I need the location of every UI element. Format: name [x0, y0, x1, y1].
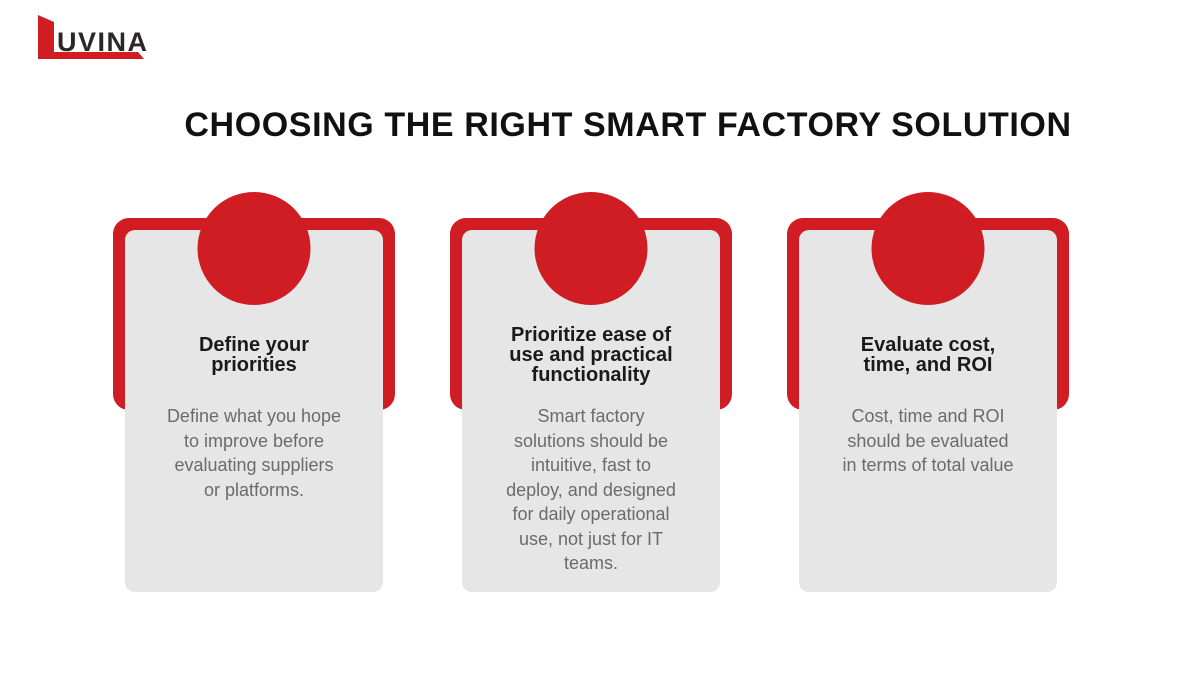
- red-circle-icon: [197, 192, 311, 305]
- card-heading: Prioritize ease of use and practical fun…: [509, 324, 673, 386]
- luvina-logo: UVINA: [10, 10, 150, 66]
- card-body: Define what you hope to improve before e…: [166, 406, 342, 500]
- card-heading: Define your priorities: [198, 334, 310, 376]
- red-circle-icon: [871, 192, 985, 305]
- card-cost-time-roi: Evaluate cost, time, and ROI Cost, time …: [787, 192, 1069, 592]
- card-heading: Evaluate cost, time, and ROI: [860, 334, 996, 376]
- cards-row: Define your priorities Define what you h…: [113, 192, 1069, 592]
- red-circle-icon: [534, 192, 648, 305]
- card-ease-of-use: Prioritize ease of use and practical fun…: [450, 192, 732, 592]
- card-define-priorities: Define your priorities Define what you h…: [113, 192, 395, 592]
- logo-red-l-icon: [38, 15, 144, 59]
- logo-text: UVINA: [57, 27, 149, 57]
- card-body: Smart factory solutions should be intuit…: [506, 406, 676, 573]
- card-body: Cost, time and ROI should be evaluated i…: [842, 406, 1014, 475]
- page-title: CHOOSING THE RIGHT SMART FACTORY SOLUTIO…: [184, 106, 1072, 144]
- card-panel: Define your priorities Define what you h…: [125, 230, 383, 592]
- card-panel: Prioritize ease of use and practical fun…: [462, 230, 720, 592]
